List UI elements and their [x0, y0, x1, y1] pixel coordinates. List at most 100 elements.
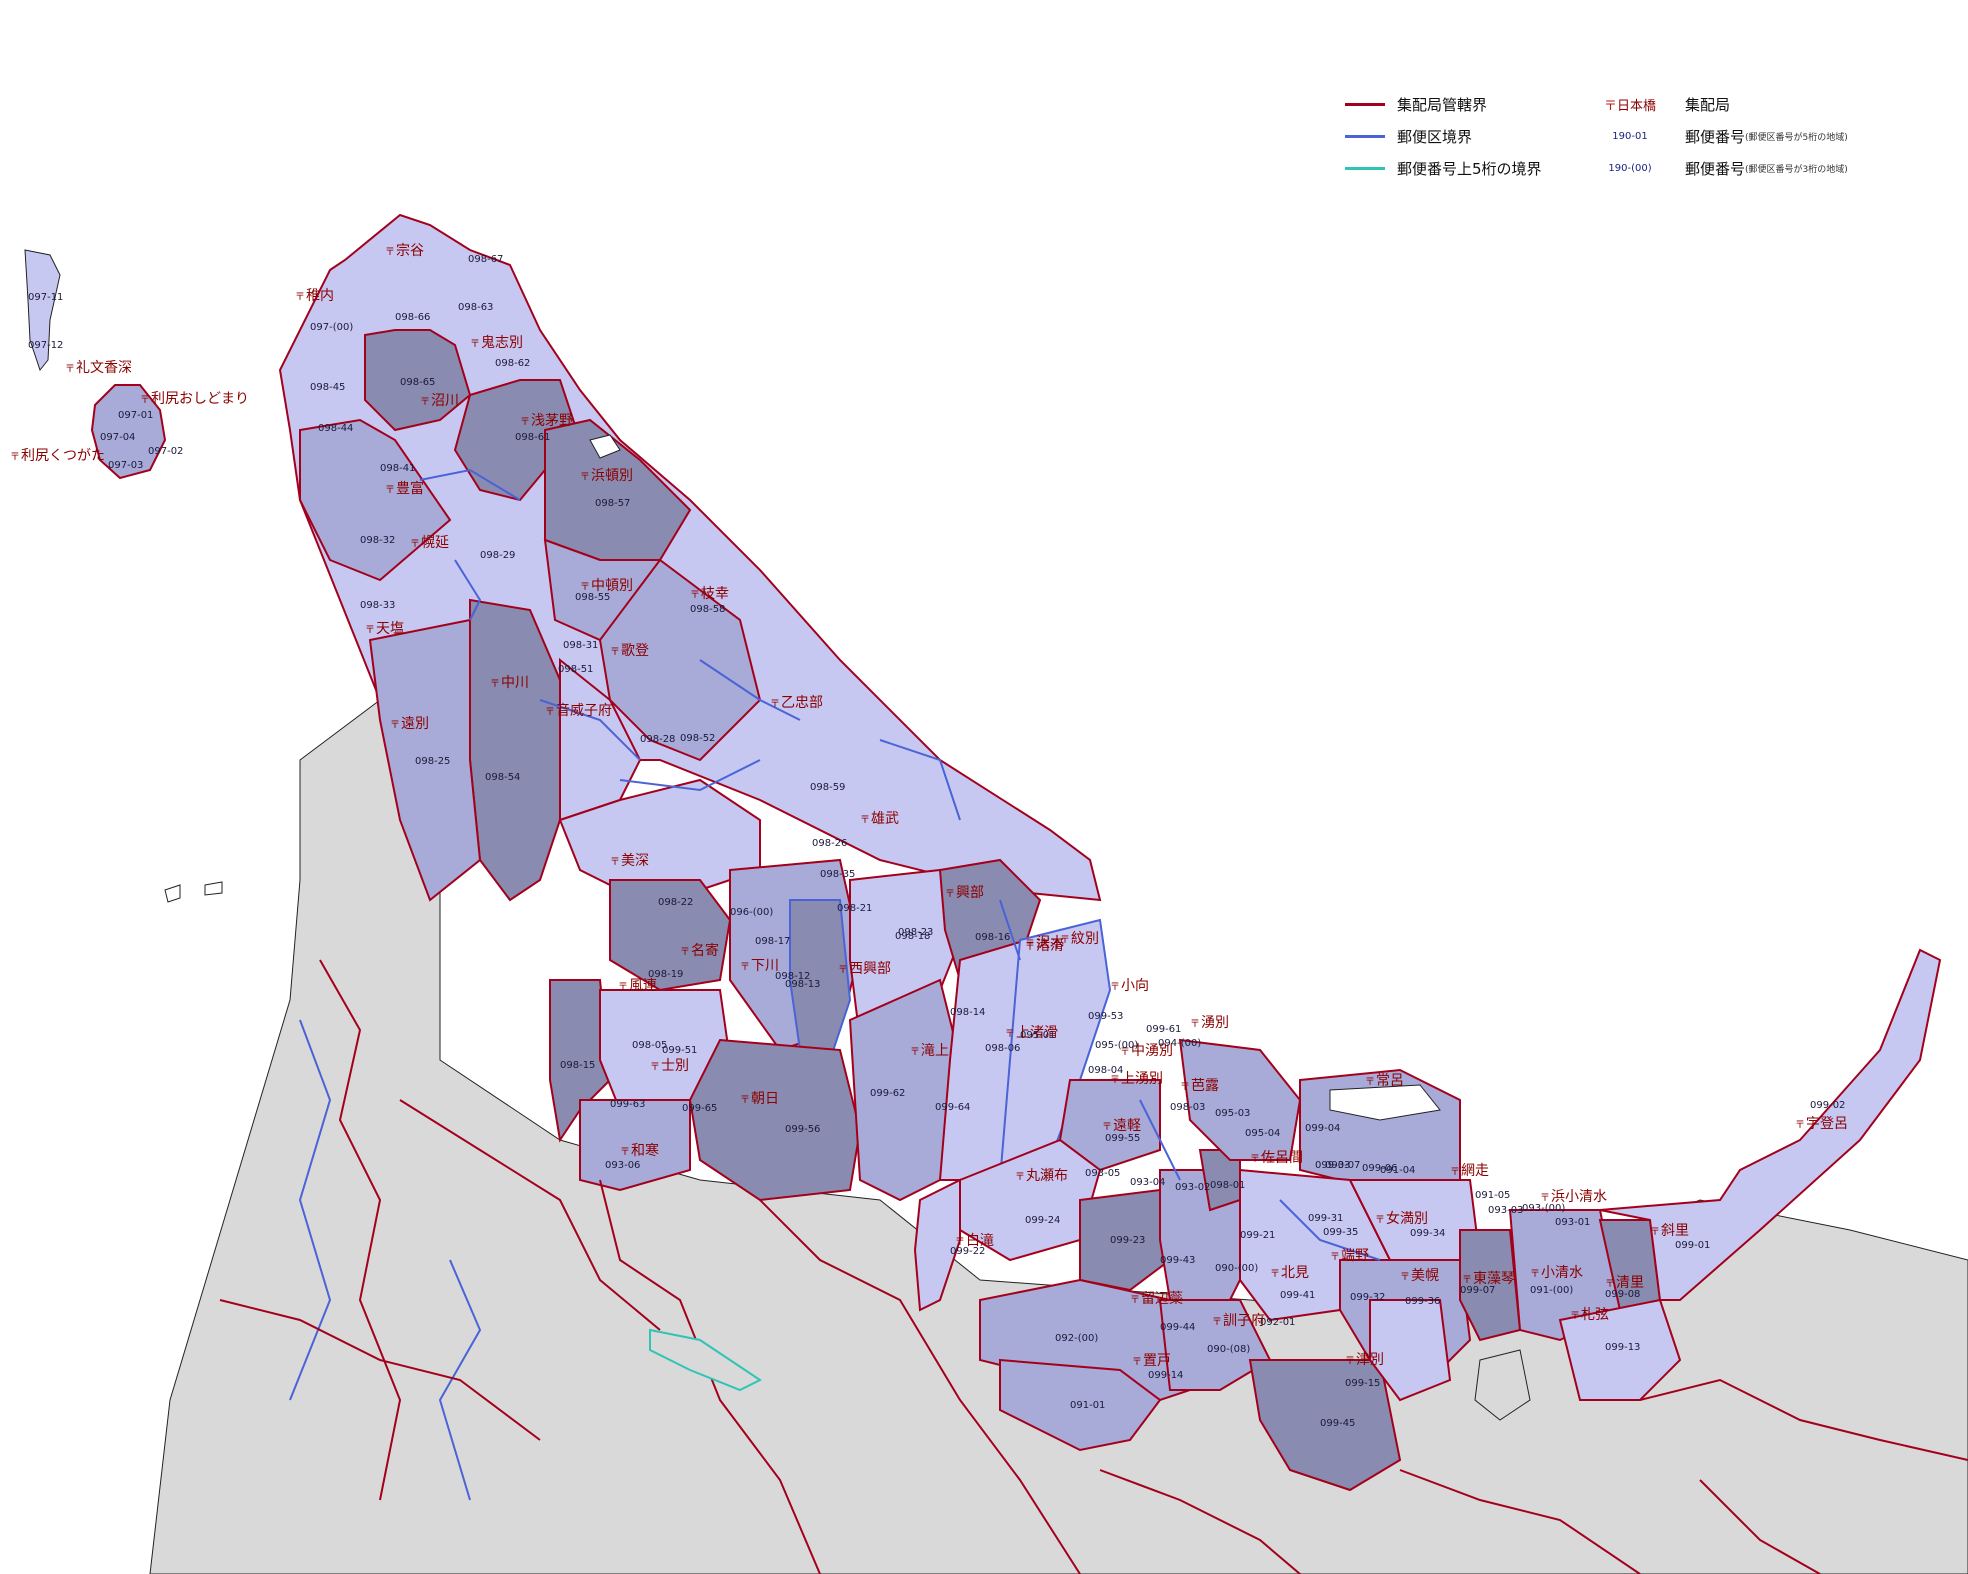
office-name: 乙忠部 [781, 695, 823, 711]
island-rishiri [90, 384, 167, 480]
postal-code-label: 099-63 [610, 1099, 646, 1110]
office-label: 〒風連 [618, 975, 657, 995]
postal-code-label: 098-31 [563, 640, 599, 651]
office-label: 〒鬼志別 [470, 332, 523, 352]
postal-code-label: 098-21 [837, 903, 873, 914]
postal-code-label: 094-(00) [1158, 1038, 1202, 1049]
office-label: 〒北見 [1270, 1262, 1309, 1282]
postal-code-label: 099-32 [1350, 1292, 1386, 1303]
post-office-icon: 〒 [680, 947, 690, 958]
post-office-icon: 〒 [420, 397, 430, 408]
postal-code-label: 099-45 [1320, 1418, 1356, 1429]
office-label: 〒美幌 [1400, 1265, 1439, 1285]
postal-code-label: 095-03 [1215, 1108, 1251, 1119]
postal-code-label: 098-13 [785, 979, 821, 990]
post-office-icon: 〒 [740, 1095, 750, 1106]
office-label: 〒利尻くつがた [10, 445, 105, 465]
office-label: 〒沼川 [420, 390, 459, 410]
post-office-icon: 〒 [1110, 1075, 1120, 1086]
postal-code-label: 098-15 [560, 1060, 596, 1071]
office-label: 〒音威子府 [545, 700, 612, 720]
post-office-icon: 〒 [945, 889, 955, 900]
zone-soya [278, 213, 1102, 902]
postal-code-label: 098-59 [810, 782, 846, 793]
post-office-icon: 〒 [1212, 1317, 1222, 1328]
postal-code-label: 097-11 [28, 292, 64, 303]
office-name: 雄武 [871, 811, 899, 827]
office-name: 宗谷 [396, 243, 424, 259]
office-name: 訓子府 [1223, 1313, 1265, 1329]
legend-label: 集配局管轄界 [1397, 95, 1488, 114]
zone-embetsu [368, 618, 482, 902]
office-name: 稚内 [306, 288, 334, 304]
post-office-icon: 〒 [610, 647, 620, 658]
postal-code-label: 090-(08) [1207, 1344, 1251, 1355]
office-label: 〒置戸 [1132, 1350, 1171, 1370]
legend-code3-label: 郵便番号 [1685, 159, 1746, 178]
legend: 集配局管轄界 郵便区境界 郵便番号上5桁の境界 〒日本橋 集配局 190-01 … [1345, 90, 1905, 180]
zone-nayoro [609, 879, 732, 992]
post-office-icon: 〒 [690, 590, 700, 601]
office-name: 西興部 [849, 961, 891, 977]
office-label: 〒東藻琴 [1462, 1268, 1515, 1288]
office-name: 渚滑 [1036, 938, 1064, 954]
legend-code5-label: 郵便番号 [1685, 127, 1746, 146]
office-name: 端野 [1341, 1248, 1369, 1264]
postal-code-label: 098-62 [495, 358, 531, 369]
post-office-icon: 〒 [1570, 1311, 1580, 1322]
post-office-icon: 〒 [1120, 1047, 1130, 1058]
office-label: 〒中川 [490, 672, 529, 692]
postal-code-label: 098-57 [595, 498, 631, 509]
postal-code-label: 099-08 [1605, 1289, 1641, 1300]
office-label: 〒端野 [1330, 1245, 1369, 1265]
office-name: 丸瀬布 [1026, 1168, 1068, 1184]
legend-office: 〒日本橋 集配局 [1595, 90, 1730, 118]
postal-code-label: 098-22 [658, 897, 694, 908]
post-office-icon: 〒 [580, 472, 590, 483]
postal-code-label: 098-32 [360, 535, 396, 546]
postal-code-label: 098-14 [950, 1007, 986, 1018]
post-office-icon: 〒 [140, 395, 150, 406]
office-label: 〒清里 [1605, 1272, 1644, 1292]
postal-code-label: 098-26 [812, 838, 848, 849]
office-border-swatch [1345, 102, 1385, 106]
office-name: 遠別 [401, 716, 429, 732]
office-label: 〒札弦 [1570, 1304, 1609, 1324]
island-small-2 [204, 881, 223, 896]
office-label: 〒小清水 [1530, 1262, 1583, 1282]
postal-code-label: 097-12 [28, 340, 64, 351]
office-name: 美幌 [1411, 1268, 1439, 1284]
office-name: 遠軽 [1113, 1118, 1141, 1134]
office-name: 札弦 [1581, 1307, 1609, 1323]
postal-code-label: 091-04 [1380, 1165, 1416, 1176]
zone-kunneppu [1158, 1299, 1272, 1391]
office-name: 浅茅野 [531, 413, 573, 429]
post-office-icon: 〒 [1180, 1082, 1190, 1093]
postal-code-label: 098-54 [485, 772, 521, 783]
office-label: 〒浜頓別 [580, 465, 633, 485]
office-name: 音威子府 [556, 703, 612, 719]
postal-code-label: 090-(00) [1215, 1263, 1259, 1274]
post-office-icon: 〒 [385, 247, 395, 258]
legend-district-border: 郵便区境界 [1345, 122, 1472, 150]
postal-code-label: 098-03 [1170, 1102, 1206, 1113]
postal-code-label: 098-45 [310, 382, 346, 393]
island-small-1 [164, 884, 181, 903]
lake-saroma [1329, 1084, 1441, 1121]
legend-code3-note: (郵便区番号が3桁の地域) [1745, 164, 1848, 175]
postal-code-label: 099-43 [1160, 1255, 1196, 1266]
office-name: 小向 [1121, 978, 1149, 994]
office-name: 東藻琴 [1473, 1271, 1515, 1287]
office-label: 〒雄武 [860, 808, 899, 828]
office-name: 士別 [661, 1058, 689, 1074]
office-label: 〒枝幸 [690, 583, 729, 603]
office-label: 〒幌延 [410, 532, 449, 552]
office-label: 〒乙忠部 [770, 692, 823, 712]
postal-code-label: 099-62 [870, 1088, 906, 1099]
district-lines [289, 468, 1381, 1501]
postal-code-label: 095-01 [1020, 1030, 1056, 1041]
office-label: 〒滝上 [910, 1040, 949, 1060]
post-office-icon: 〒 [1250, 1154, 1260, 1165]
legend-label: 郵便区境界 [1397, 127, 1473, 146]
office-name: 朝日 [751, 1091, 779, 1107]
